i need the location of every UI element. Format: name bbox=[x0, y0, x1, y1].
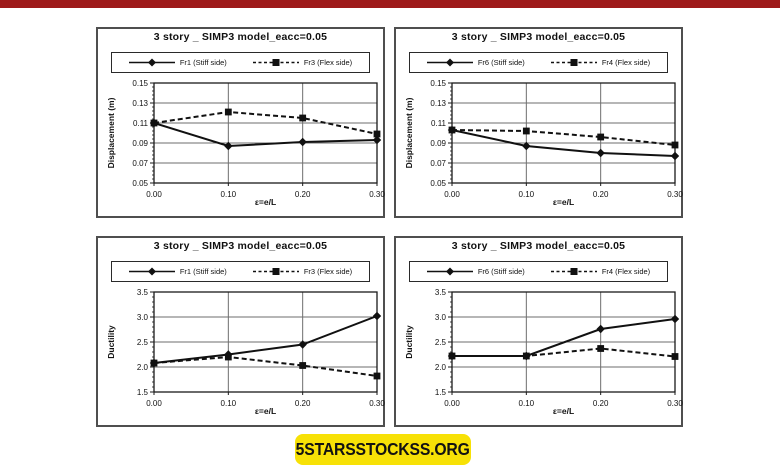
svg-text:0.30: 0.30 bbox=[369, 190, 385, 199]
watermark-badge: 5STARSSTOCKSS.ORG bbox=[295, 434, 471, 465]
chart-displacement-fr6-fr4: 3 story _ SIMP3 model_eacc=0.05 Fr6 (Sti… bbox=[394, 27, 683, 218]
top-banner bbox=[0, 0, 780, 8]
svg-text:0.13: 0.13 bbox=[430, 99, 446, 108]
svg-text:0.20: 0.20 bbox=[593, 399, 609, 408]
svg-text:0.09: 0.09 bbox=[132, 139, 148, 148]
x-axis-label: ε=e/L bbox=[254, 406, 277, 416]
svg-text:0.05: 0.05 bbox=[430, 179, 446, 188]
legend-entry-stiff: Fr6 (Stiff side) bbox=[426, 267, 525, 276]
svg-text:1.5: 1.5 bbox=[137, 388, 149, 397]
svg-text:0.07: 0.07 bbox=[430, 159, 446, 168]
svg-text:3.0: 3.0 bbox=[137, 313, 149, 322]
legend-entry-stiff: Fr1 (Stiff side) bbox=[128, 58, 227, 67]
plot-area: 0.05 0.07 0.09 0.11 0.13 0.15 0.00 0.10 0.20 0.30 bbox=[430, 79, 683, 199]
legend-entry-flex: Fr4 (Flex side) bbox=[550, 58, 651, 67]
legend-label: Fr4 (Flex side) bbox=[601, 58, 651, 67]
legend-solid-diamond-icon bbox=[426, 58, 473, 67]
svg-text:0.20: 0.20 bbox=[295, 190, 311, 199]
legend: Fr1 (Stiff side) Fr3 (Flex side) bbox=[111, 52, 370, 73]
svg-text:1.5: 1.5 bbox=[435, 388, 447, 397]
svg-text:0.20: 0.20 bbox=[593, 190, 609, 199]
legend-solid-diamond-icon bbox=[128, 267, 175, 276]
svg-text:0.07: 0.07 bbox=[132, 159, 148, 168]
legend-label: Fr4 (Flex side) bbox=[601, 267, 651, 276]
legend-entry-flex: Fr4 (Flex side) bbox=[550, 267, 651, 276]
legend-label: Fr3 (Flex side) bbox=[303, 267, 353, 276]
chart-title: 3 story _ SIMP3 model_eacc=0.05 bbox=[153, 31, 328, 43]
legend-label: Fr6 (Stiff side) bbox=[477, 58, 525, 67]
plot-area: 1.5 2.0 2.5 3.0 3.5 0.00 0.10 0.20 0.30 bbox=[435, 288, 683, 408]
chart-title: 3 story _ SIMP3 model_eacc=0.05 bbox=[451, 31, 626, 43]
svg-text:0.11: 0.11 bbox=[133, 119, 149, 128]
svg-text:2.5: 2.5 bbox=[137, 338, 149, 347]
svg-text:0.10: 0.10 bbox=[221, 399, 237, 408]
chart-title: 3 story _ SIMP3 model_eacc=0.05 bbox=[153, 240, 328, 252]
svg-text:0.15: 0.15 bbox=[430, 79, 446, 88]
legend-dashed-square-icon bbox=[550, 268, 597, 275]
legend-label: Fr3 (Flex side) bbox=[303, 58, 353, 67]
legend-dashed-square-icon bbox=[550, 59, 597, 66]
svg-text:0.00: 0.00 bbox=[444, 190, 460, 199]
chart-ductility-fr1-fr3: 3 story _ SIMP3 model_eacc=0.05 Fr1 (Sti… bbox=[96, 236, 385, 427]
svg-text:0.10: 0.10 bbox=[519, 399, 535, 408]
legend-entry-flex: Fr3 (Flex side) bbox=[252, 58, 353, 67]
legend: Fr6 (Stiff side) Fr4 (Flex side) bbox=[409, 261, 668, 282]
legend-solid-diamond-icon bbox=[128, 58, 175, 67]
svg-text:2.0: 2.0 bbox=[137, 363, 149, 372]
legend-entry-stiff: Fr6 (Stiff side) bbox=[426, 58, 525, 67]
svg-text:0.20: 0.20 bbox=[295, 399, 311, 408]
svg-text:3.5: 3.5 bbox=[435, 288, 447, 297]
x-axis-label: ε=e/L bbox=[552, 406, 575, 416]
legend-entry-stiff: Fr1 (Stiff side) bbox=[128, 267, 227, 276]
legend-label: Fr1 (Stiff side) bbox=[179, 267, 227, 276]
svg-text:0.00: 0.00 bbox=[146, 190, 162, 199]
svg-text:0.10: 0.10 bbox=[519, 190, 535, 199]
svg-text:0.00: 0.00 bbox=[444, 399, 460, 408]
svg-text:0.30: 0.30 bbox=[667, 399, 683, 408]
chart-ductility-fr6-fr4: 3 story _ SIMP3 model_eacc=0.05 Fr6 (Sti… bbox=[394, 236, 683, 427]
chart-title: 3 story _ SIMP3 model_eacc=0.05 bbox=[451, 240, 626, 252]
legend-solid-diamond-icon bbox=[426, 267, 473, 276]
svg-text:0.15: 0.15 bbox=[132, 79, 148, 88]
legend-dashed-square-icon bbox=[252, 59, 299, 66]
svg-text:0.09: 0.09 bbox=[430, 139, 446, 148]
plot-area: 1.5 2.0 2.5 3.0 3.5 0.00 0.10 0.20 0.30 bbox=[137, 288, 385, 408]
chart-displacement-fr1-fr3: 3 story _ SIMP3 model_eacc=0.05 Fr1 (Sti… bbox=[96, 27, 385, 218]
svg-text:0.13: 0.13 bbox=[132, 99, 148, 108]
svg-text:0.30: 0.30 bbox=[369, 399, 385, 408]
svg-text:2.0: 2.0 bbox=[435, 363, 447, 372]
svg-text:0.11: 0.11 bbox=[431, 119, 447, 128]
legend-label: Fr1 (Stiff side) bbox=[179, 58, 227, 67]
legend-dashed-square-icon bbox=[252, 268, 299, 275]
svg-text:3.0: 3.0 bbox=[435, 313, 447, 322]
legend-label: Fr6 (Stiff side) bbox=[477, 267, 525, 276]
svg-text:3.5: 3.5 bbox=[137, 288, 149, 297]
svg-text:0.05: 0.05 bbox=[132, 179, 148, 188]
x-axis-label: ε=e/L bbox=[552, 197, 575, 207]
watermark-text: 5STARSSTOCKSS.ORG bbox=[295, 439, 471, 459]
svg-text:0.30: 0.30 bbox=[667, 190, 683, 199]
svg-text:0.00: 0.00 bbox=[146, 399, 162, 408]
legend: Fr1 (Stiff side) Fr3 (Flex side) bbox=[111, 261, 370, 282]
svg-text:2.5: 2.5 bbox=[435, 338, 447, 347]
x-axis-label: ε=e/L bbox=[254, 197, 277, 207]
plot-area: 0.05 0.07 0.09 0.11 0.13 0.15 0.00 0.10 0.20 0.30 bbox=[132, 79, 385, 199]
svg-text:0.10: 0.10 bbox=[221, 190, 237, 199]
legend: Fr6 (Stiff side) Fr4 (Flex side) bbox=[409, 52, 668, 73]
legend-entry-flex: Fr3 (Flex side) bbox=[252, 267, 353, 276]
